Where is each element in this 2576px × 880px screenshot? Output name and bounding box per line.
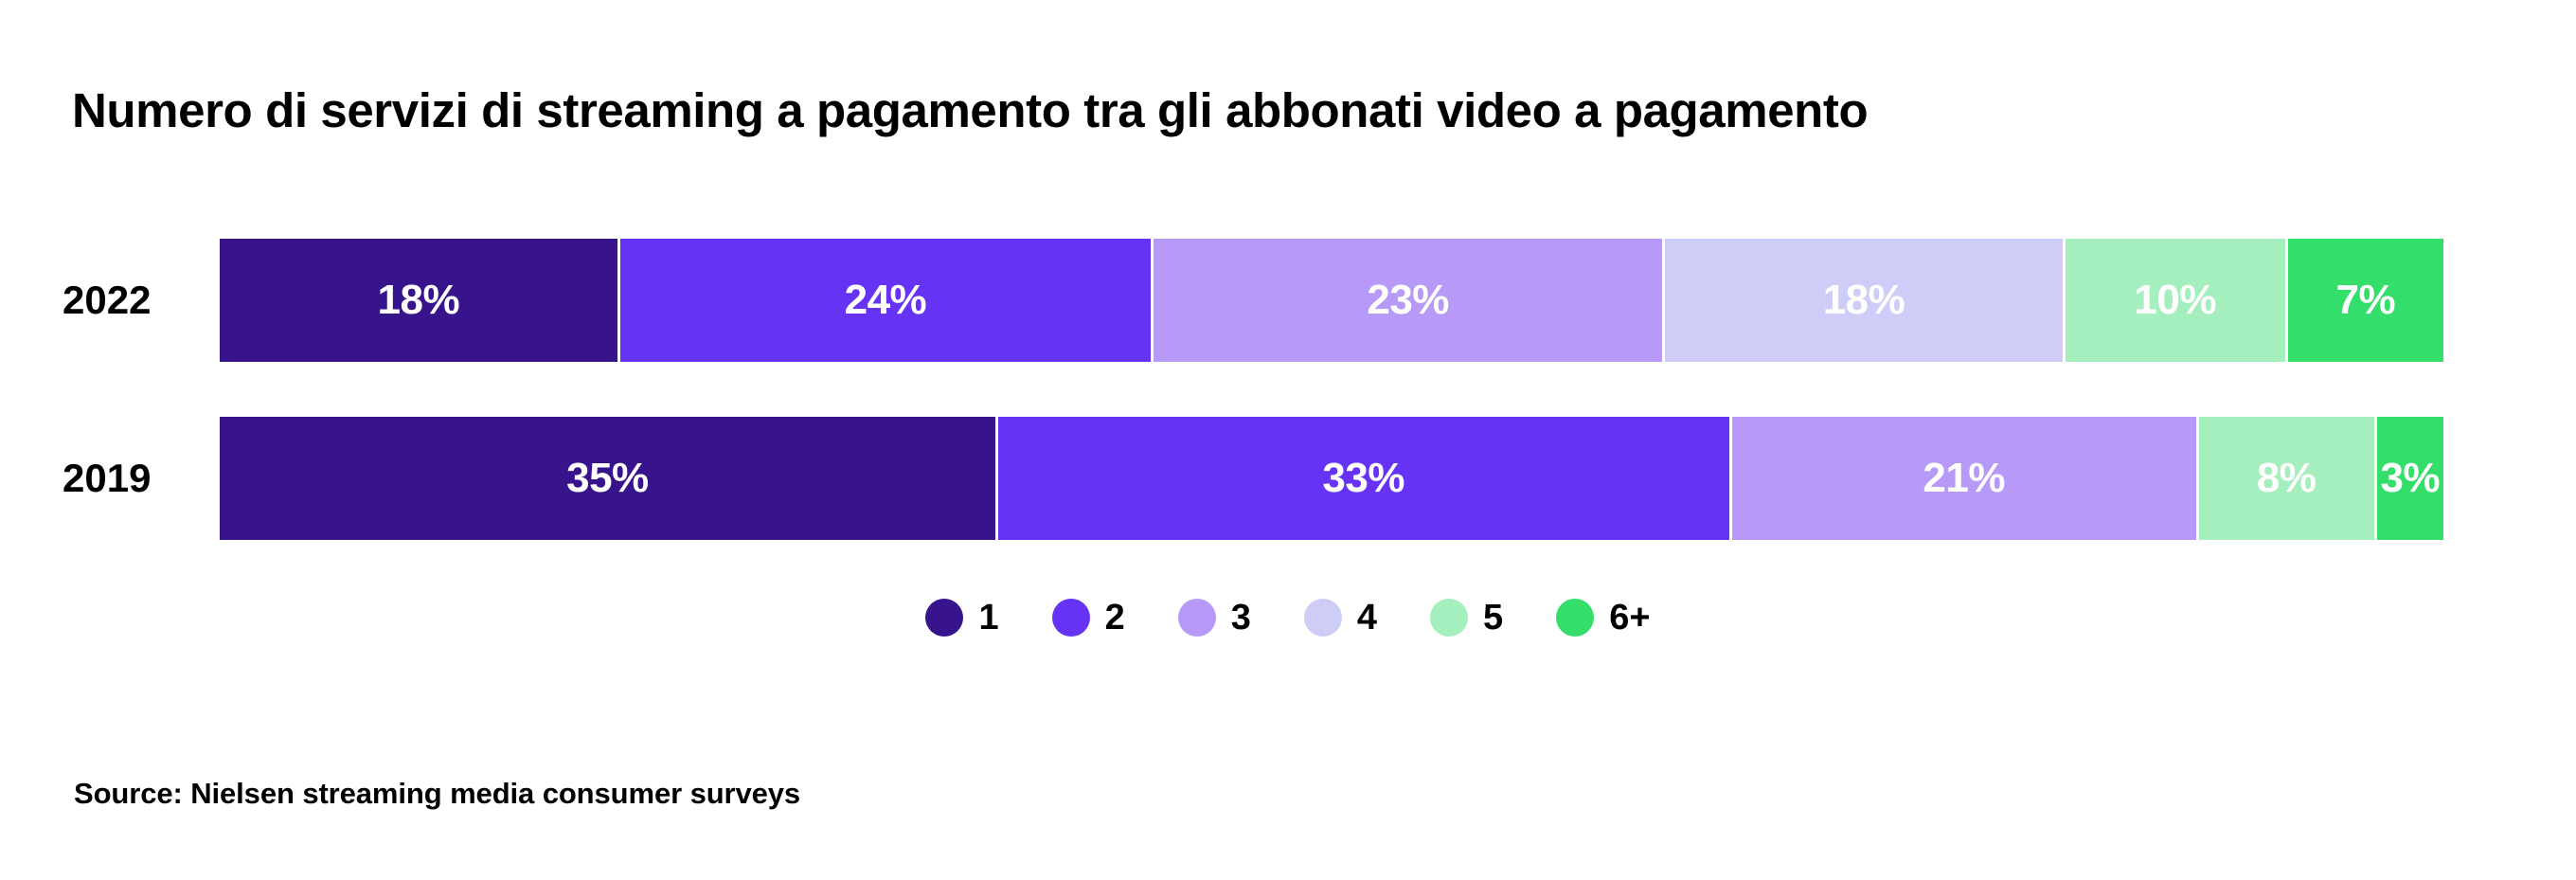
bar-segment[interactable]: 23% [1154,239,1666,362]
legend-swatch-icon [1556,599,1595,637]
bar-segment[interactable]: 33% [997,417,1732,540]
bar-segment[interactable]: 21% [1731,417,2199,540]
bar-segment-label: 7% [2335,277,2396,323]
bar-segment-label: 3% [2380,455,2441,501]
legend-item[interactable]: 4 [1303,598,1378,638]
legend-item-label: 4 [1356,598,1378,638]
bar-row-label: 2019 [63,456,152,500]
bar-row: 2022 18% 24% 23% 18% 10% 7% [0,239,2576,362]
bar-segment-label: 8% [2256,455,2317,501]
bar-segment-label: 18% [1822,277,1905,323]
legend-item[interactable]: 3 [1177,598,1251,638]
legend-item[interactable]: 2 [1051,598,1125,638]
chart-legend: 1 2 3 4 5 6+ [0,599,2576,637]
bar-segment[interactable]: 3% [2376,417,2443,540]
legend-swatch-icon [1430,599,1469,637]
bar-segment[interactable]: 24% [619,239,1154,362]
bar-segment[interactable]: 8% [2198,417,2377,540]
legend-item-label: 1 [978,598,999,638]
bar-segment-label: 18% [377,277,460,323]
bar-segment-label: 33% [1322,455,1404,501]
bar-segment[interactable]: 10% [2065,239,2288,362]
bar-segment-label: 10% [2134,277,2216,323]
bar-row: 2019 35% 33% 21% 8% 3% [0,417,2576,540]
legend-item-label: 3 [1230,598,1251,638]
bar-segment[interactable]: 35% [220,417,998,540]
bar-row-label: 2022 [63,278,152,322]
legend-item-label: 2 [1104,598,1125,638]
legend-item[interactable]: 5 [1430,599,1503,637]
bar-track: 18% 24% 23% 18% 10% 7% [220,239,2443,362]
legend-swatch-icon [925,599,964,637]
legend-swatch-icon [1303,599,1342,637]
page-title: Numero di servizi di streaming a pagamen… [72,83,1869,137]
bar-segment[interactable]: 18% [1665,239,2066,362]
bar-segment[interactable]: 18% [220,239,620,362]
bar-segment-label: 24% [844,277,927,323]
legend-item[interactable]: 1 [925,598,999,638]
bar-segment[interactable]: 7% [2287,239,2443,362]
legend-item-label: 6+ [1609,598,1651,638]
legend-swatch-icon [1177,599,1216,637]
legend-item[interactable]: 6+ [1556,598,1651,638]
bar-segment-label: 35% [566,455,649,501]
bar-segment-label: 23% [1367,277,1449,323]
plot-area: 2022 18% 24% 23% 18% 10% 7% 2019 35% 33% 21% 8% 3% [0,239,2576,595]
bar-segment-label: 21% [1923,455,2005,501]
legend-item-label: 5 [1483,598,1504,638]
bar-track: 35% 33% 21% 8% 3% [220,417,2443,540]
source-note: Source: Nielsen streaming media consumer… [74,777,801,810]
legend-swatch-icon [1051,599,1090,637]
